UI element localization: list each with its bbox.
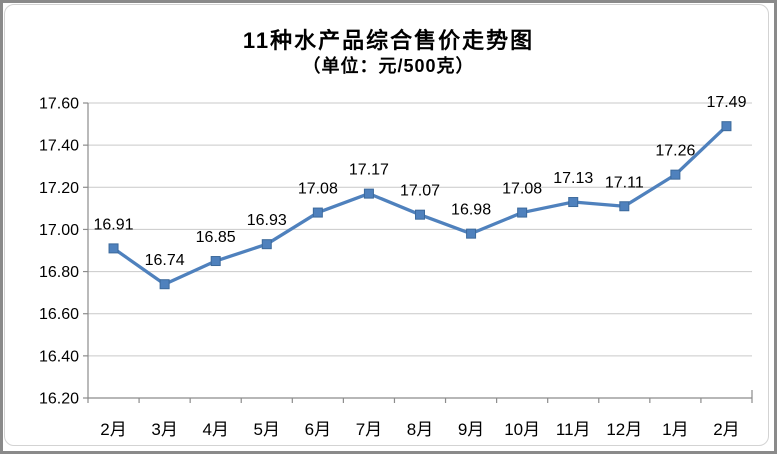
data-point-marker — [108, 243, 119, 254]
x-tick-label: 2月 — [713, 420, 739, 439]
data-point-marker — [312, 207, 323, 218]
y-tick-label: 17.20 — [39, 180, 79, 197]
data-point-marker — [210, 256, 221, 267]
y-tick-label: 17.00 — [39, 222, 79, 239]
data-point-marker — [415, 209, 425, 220]
data-point-label: 17.07 — [400, 183, 440, 200]
data-point-label: 17.08 — [298, 181, 338, 198]
chart-subtitle: （单位：元/500克） — [302, 56, 475, 76]
x-tick-label: 11月 — [556, 420, 591, 439]
data-point-label: 16.85 — [196, 229, 236, 246]
data-point-label: 17.13 — [553, 170, 593, 187]
data-point-marker — [363, 188, 374, 199]
y-tick-label: 17.40 — [39, 138, 79, 155]
data-point-marker — [619, 201, 630, 212]
data-point-marker — [517, 207, 528, 218]
data-point-label: 17.26 — [655, 143, 695, 160]
data-point-marker — [466, 228, 477, 239]
price-line — [112, 124, 728, 286]
x-tick-label: 10月 — [504, 420, 540, 439]
data-point-marker — [568, 197, 579, 208]
data-point-label: 17.08 — [502, 181, 542, 198]
x-tick-label: 1月 — [662, 420, 688, 439]
y-tick-label: 17.60 — [39, 96, 79, 113]
data-point-label: 16.93 — [247, 212, 287, 229]
data-point-label: 17.49 — [706, 94, 746, 111]
data-point-label: 16.98 — [451, 202, 491, 219]
x-tick-label: 5月 — [254, 420, 280, 439]
x-tick-label: 3月 — [151, 420, 177, 439]
data-point-marker — [721, 121, 732, 132]
data-point-label: 16.74 — [145, 252, 185, 269]
x-tick-label: 2月 — [100, 420, 126, 439]
x-tick-label: 6月 — [305, 420, 331, 439]
data-point-marker — [670, 169, 681, 180]
x-tick-label: 9月 — [458, 420, 484, 439]
x-tick-label: 4月 — [202, 420, 228, 439]
data-point-label: 17.11 — [605, 174, 644, 191]
y-tick-label: 16.80 — [39, 264, 79, 281]
x-tick-label: 12月 — [606, 420, 642, 439]
y-tick-label: 16.20 — [39, 391, 79, 408]
x-tick-label: 8月 — [407, 420, 433, 439]
line-chart-canvas: 16.20 16.40 16.60 16.80 17.00 17.20 17.40 17.60… — [39, 94, 753, 439]
data-point-label: 16.91 — [94, 216, 134, 233]
x-tick-label: 7月 — [356, 420, 382, 439]
y-tick-label: 16.40 — [39, 348, 79, 365]
y-tick-label: 16.60 — [39, 306, 79, 323]
chart-title: 11种水产品综合售价走势图 — [242, 28, 535, 53]
data-point-marker — [261, 239, 272, 250]
data-point-marker — [159, 279, 170, 290]
data-point-label: 17.17 — [349, 162, 389, 179]
